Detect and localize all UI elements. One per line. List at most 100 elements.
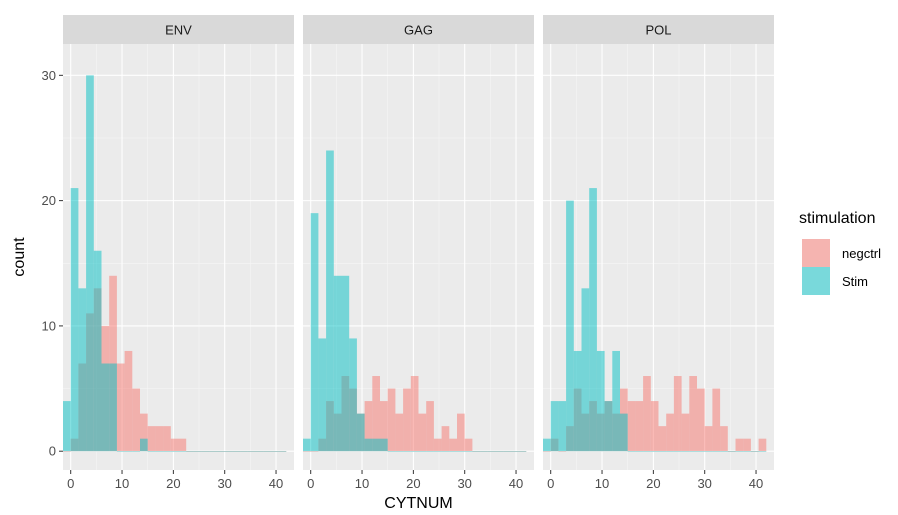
facet-panel-pol: POL <box>543 15 774 470</box>
histogram-bar <box>480 451 488 452</box>
histogram-bar <box>310 451 319 452</box>
facet-strip-label: GAG <box>404 23 433 38</box>
histogram-bar <box>635 451 644 452</box>
histogram-bar <box>543 438 551 452</box>
histogram-bar <box>543 451 551 452</box>
histogram-bar <box>209 451 217 452</box>
histogram-bar <box>163 426 171 452</box>
y-tick-label: 0 <box>49 444 56 459</box>
histogram-bar <box>673 376 682 452</box>
histogram-bar <box>310 213 319 452</box>
histogram-bar <box>255 451 264 452</box>
histogram-bar <box>449 438 457 452</box>
histogram-bar <box>124 350 133 452</box>
histogram-bar <box>240 451 248 452</box>
x-tick-label: 20 <box>166 476 180 491</box>
legend-label: Stim <box>842 274 868 289</box>
x-tick-label: 40 <box>749 476 763 491</box>
histogram-bar <box>140 413 148 452</box>
legend-swatch <box>802 267 830 295</box>
histogram-bar <box>704 426 713 452</box>
histogram-bar <box>750 451 759 452</box>
histogram-bar <box>650 451 659 452</box>
facet-strip <box>63 15 294 44</box>
histogram-bar <box>147 451 156 452</box>
histogram-bar <box>116 363 125 452</box>
histogram-bar <box>387 388 396 452</box>
histogram-bar <box>518 451 527 452</box>
histogram-bar <box>735 438 744 452</box>
histogram-bar <box>457 413 465 452</box>
series-stim <box>63 75 287 452</box>
histogram-bar <box>743 451 751 452</box>
y-axis-title: count <box>11 237 28 277</box>
histogram-bar <box>510 451 519 452</box>
histogram-bar <box>318 338 327 452</box>
x-tick-label: 10 <box>595 476 609 491</box>
histogram-bar <box>627 401 636 452</box>
x-tick-label: 40 <box>509 476 523 491</box>
histogram-bar <box>147 426 156 452</box>
histogram-bar <box>364 438 373 452</box>
histogram-bar <box>658 426 667 452</box>
histogram-bar <box>140 438 148 452</box>
histogram-bar <box>464 438 473 452</box>
histogram-bar <box>441 451 450 452</box>
legend: stimulation negctrl Stim <box>799 210 881 295</box>
histogram-bar <box>650 401 659 452</box>
x-tick-label: 30 <box>697 476 711 491</box>
histogram-bar <box>666 451 674 452</box>
histogram-bar <box>109 363 117 452</box>
histogram-bar <box>643 451 651 452</box>
series-stim <box>303 150 527 452</box>
histogram-bar <box>132 388 140 452</box>
histogram-bar <box>503 451 511 452</box>
histogram-bar <box>178 438 187 452</box>
y-tick-label: 30 <box>42 68 56 83</box>
x-tick-label: 40 <box>269 476 283 491</box>
histogram-bar <box>163 451 171 452</box>
histogram-bar <box>666 413 674 452</box>
histogram-bar <box>270 451 279 452</box>
histogram-bar <box>558 401 567 452</box>
x-tick-label: 0 <box>67 476 74 491</box>
histogram-bar <box>70 188 79 452</box>
histogram-bar <box>356 413 365 452</box>
histogram-bar <box>387 451 396 452</box>
histogram-bar <box>612 350 620 452</box>
histogram-bar <box>712 388 721 452</box>
histogram-bar <box>232 451 241 452</box>
histogram-bar <box>101 363 110 452</box>
facet-panels: ENV GAG POL <box>63 15 774 470</box>
histogram-bar <box>689 376 697 452</box>
histogram-bar <box>658 451 667 452</box>
histogram-bar <box>372 438 380 452</box>
legend-swatch <box>802 239 830 267</box>
histogram-bar <box>758 451 767 452</box>
y-axis: 0 10 20 30 <box>42 68 63 459</box>
facet-strip-label: POL <box>645 23 671 38</box>
histogram-bar <box>426 401 434 452</box>
legend-label: negctrl <box>842 246 881 261</box>
x-axis-title: CYTNUM <box>384 495 452 512</box>
histogram-bar <box>403 451 411 452</box>
x-tick-label: 20 <box>646 476 660 491</box>
histogram-bar <box>727 451 736 452</box>
histogram-bar <box>116 451 125 452</box>
histogram-bar <box>349 338 357 452</box>
histogram-bar <box>697 451 705 452</box>
histogram-bar <box>743 438 751 452</box>
histogram-bar <box>673 451 682 452</box>
histogram-bar <box>201 451 210 452</box>
histogram-bar <box>457 451 465 452</box>
histogram-bar <box>333 275 342 452</box>
x-tick-label: 10 <box>355 476 369 491</box>
histogram-bar <box>689 451 697 452</box>
histogram-bar <box>627 451 636 452</box>
x-axis-gag: 0 10 20 30 40 <box>307 470 523 491</box>
histogram-bar <box>326 150 334 452</box>
histogram-bar <box>620 413 628 452</box>
x-tick-label: 20 <box>406 476 420 491</box>
histogram-bar <box>86 75 94 452</box>
